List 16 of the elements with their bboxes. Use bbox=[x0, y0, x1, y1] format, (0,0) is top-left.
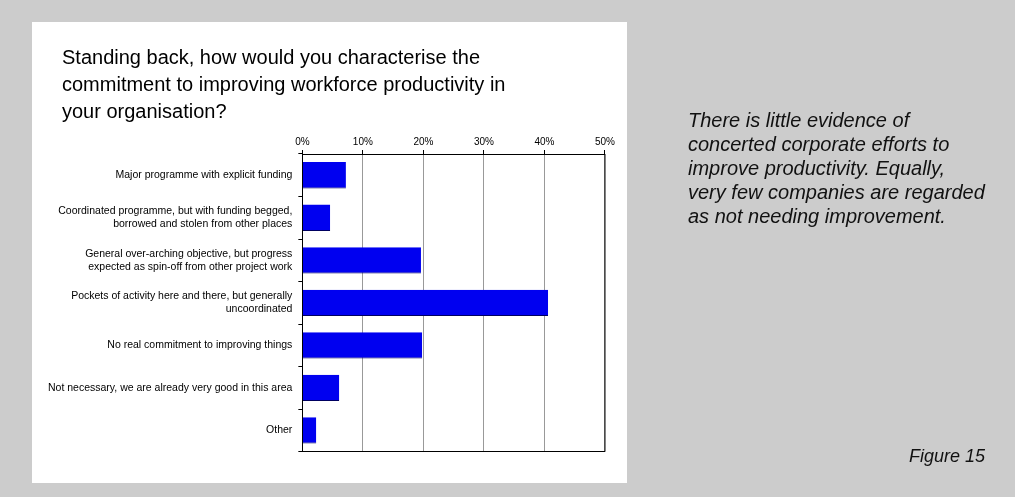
y-tick-label: Major programme with explicit funding bbox=[115, 168, 293, 181]
y-tick-label: Not necessary, we are already very good in this area bbox=[47, 380, 293, 393]
x-tick-label: 20% bbox=[413, 135, 434, 147]
caption: Figure 15 bbox=[908, 446, 985, 467]
y-tick-label: No real commitment to improving things bbox=[107, 338, 293, 351]
chart-title: Standing back, how would you characterise the commitment to improving workforce productivity in your organisation? bbox=[62, 45, 507, 124]
y-tick-label: Coordinated programme, but with funding begged, borrowed and stolen from other places bbox=[58, 204, 293, 229]
x-tick-label: 0% bbox=[295, 135, 310, 147]
y-tick-label: Other bbox=[266, 423, 293, 436]
x-tick-label: 30% bbox=[473, 135, 495, 147]
x-tick-label: 10% bbox=[352, 135, 373, 147]
y-tick-label: General over-arching objective, but progress expected as spin-off from other project work bbox=[85, 246, 294, 272]
y-tick-label: Pockets of activity here and there, but generally uncoordinated bbox=[71, 289, 294, 315]
text: There is little evidence of concerted corporate efforts to improve productivity. Equally, very few companies are regarded as not needing improvement. bbox=[688, 108, 987, 228]
x-tick-label: 40% bbox=[534, 135, 555, 147]
x-tick-label: 50% bbox=[594, 135, 616, 147]
